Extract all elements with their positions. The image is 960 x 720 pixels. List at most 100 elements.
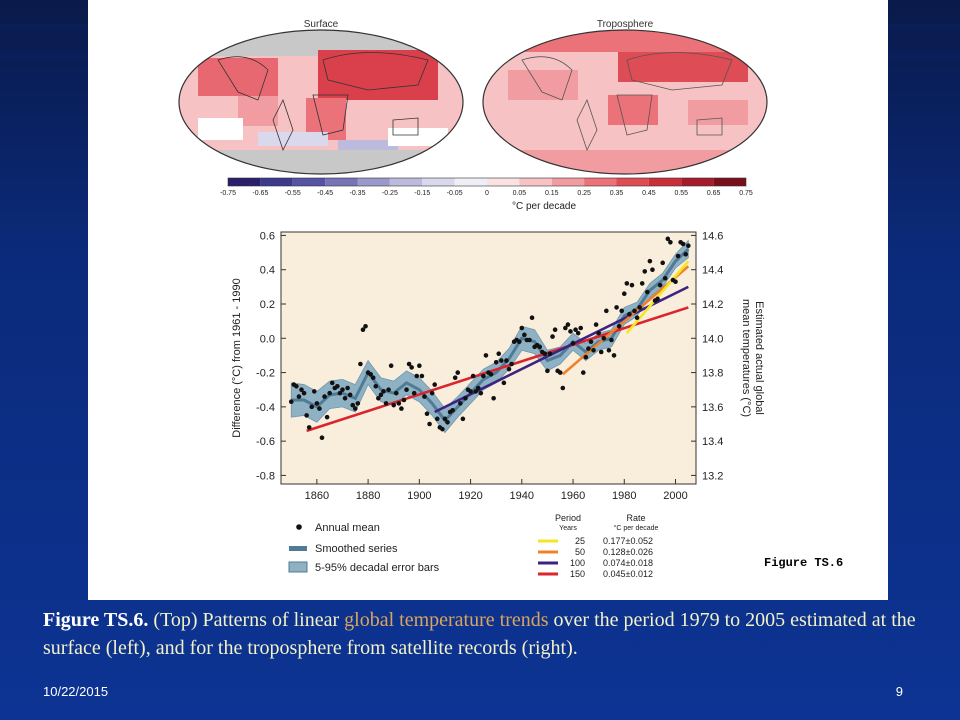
colorbar-tick-label: -0.65 — [252, 190, 268, 197]
annual-mean-point — [306, 425, 312, 430]
colorbar-swatch — [292, 178, 326, 186]
annual-mean-point — [327, 390, 332, 396]
annual-mean-point — [616, 323, 622, 329]
annual-mean-point — [419, 373, 425, 379]
annual-mean-point — [596, 330, 601, 336]
colorbar-tick-label: -0.05 — [447, 190, 463, 197]
annual-mean-point — [411, 390, 417, 396]
annual-mean-point — [545, 368, 550, 374]
colorbar-tick-label: 0.75 — [739, 190, 753, 197]
annual-mean-point — [401, 397, 407, 403]
colorbar-tick-label: 0.45 — [642, 190, 656, 197]
caption-part1: (Top) Patterns of linear — [148, 609, 345, 631]
annual-mean-point — [470, 373, 476, 379]
annual-mean-point — [296, 394, 302, 399]
trend-legend-years: 100 — [570, 558, 585, 568]
legend-smoothed: Smoothed series — [315, 543, 398, 555]
annual-mean-point — [522, 332, 527, 338]
annual-mean-point — [424, 411, 430, 417]
trend-legend-years: 50 — [575, 547, 585, 557]
y-tick-label-right: 13.2 — [702, 470, 723, 482]
legend-dot-marker — [296, 524, 302, 530]
annual-mean-point — [604, 308, 609, 314]
annual-mean-point — [611, 353, 617, 358]
figure-caption: Figure TS.6. (Top) Patterns of linear gl… — [43, 606, 923, 662]
annual-mean-point — [650, 267, 655, 273]
annual-mean-point — [552, 327, 558, 333]
colorbar-tick-label: -0.45 — [317, 190, 333, 197]
colorbar-tick-label: -0.15 — [414, 190, 430, 197]
annual-mean-point — [591, 347, 596, 353]
legend-error-bars: 5-95% decadal error bars — [315, 562, 440, 574]
annual-mean-point — [657, 282, 663, 288]
annual-mean-point — [404, 387, 409, 393]
annual-mean-point — [473, 389, 478, 394]
figure-tag: Figure TS.6 — [764, 556, 843, 570]
annual-mean-point — [496, 351, 502, 357]
colorbar-tick-label: -0.75 — [220, 190, 236, 197]
annual-mean-point — [450, 407, 455, 413]
colorbar-swatch — [260, 178, 293, 186]
annual-mean-point — [686, 243, 691, 249]
annual-mean-point — [352, 406, 358, 411]
y-tick-label-right: 13.8 — [702, 368, 723, 380]
y-tick-label-left: 0.2 — [260, 299, 275, 311]
surface-map-title: Surface — [304, 19, 339, 30]
x-tick-label: 1960 — [561, 490, 585, 502]
annual-mean-point — [460, 416, 466, 422]
colorbar-swatch — [487, 178, 520, 186]
annual-mean-point — [575, 330, 581, 336]
legend: Annual mean Smoothed series 5-95% decada… — [288, 513, 659, 579]
annual-mean-point — [458, 401, 463, 406]
annual-mean-point — [501, 380, 507, 386]
annual-mean-point — [583, 354, 589, 360]
x-tick-label: 2000 — [663, 490, 687, 502]
annual-mean-point — [680, 241, 686, 247]
annual-mean-point — [614, 305, 619, 310]
y-tick-label-left: -0.2 — [256, 368, 275, 380]
annual-mean-point — [683, 251, 689, 257]
annual-mean-point — [314, 401, 320, 406]
annual-mean-point — [350, 402, 356, 408]
annual-mean-point — [637, 305, 642, 310]
annual-mean-point — [557, 370, 563, 375]
annual-mean-point — [580, 370, 586, 375]
annual-mean-point — [560, 385, 566, 391]
annual-mean-point — [506, 366, 512, 372]
annual-mean-point — [386, 387, 391, 393]
annual-mean-point — [452, 375, 458, 381]
x-tick-label: 1980 — [612, 490, 636, 502]
annual-mean-point — [324, 414, 330, 420]
annual-mean-point — [345, 385, 350, 391]
colorbar-tick-label: 0.55 — [674, 190, 688, 197]
annual-mean-point — [529, 315, 535, 321]
annual-mean-point — [319, 435, 325, 441]
trend-legend-rate: 0.074±0.018 — [603, 558, 653, 568]
annual-mean-point — [609, 337, 614, 343]
colorbar-tick-label: 0.05 — [513, 190, 527, 197]
annual-mean-point — [406, 361, 412, 367]
slide-date: 10/22/2015 — [43, 684, 109, 699]
annual-mean-point — [399, 406, 404, 411]
colorbar-tick-label: 0.15 — [545, 190, 559, 197]
colorbar-tick-label: 0.65 — [707, 190, 721, 197]
annual-mean-point — [629, 282, 635, 288]
annual-mean-point — [573, 327, 578, 333]
y-axis-label-right-line1: Estimated actual global — [753, 301, 765, 415]
colorbar-swatch — [584, 178, 617, 186]
y-axis-label-left: Difference (°C) from 1961 - 1990 — [231, 278, 243, 438]
annual-mean-point — [621, 291, 627, 297]
annual-mean-point — [312, 389, 317, 394]
colorbar-swatch — [325, 178, 358, 186]
legend-period-sub: Years — [559, 525, 577, 532]
annual-mean-point — [627, 311, 632, 317]
annual-mean-point — [358, 361, 363, 367]
annual-mean-point — [668, 239, 673, 245]
annual-mean-point — [383, 401, 389, 406]
annual-mean-point — [493, 359, 499, 365]
annual-mean-point — [570, 341, 576, 346]
y-tick-label-right: 13.6 — [702, 402, 723, 414]
y-tick-label-right: 14.4 — [702, 265, 723, 277]
annual-mean-point — [655, 296, 660, 302]
y-tick-label-left: 0.4 — [260, 265, 275, 277]
